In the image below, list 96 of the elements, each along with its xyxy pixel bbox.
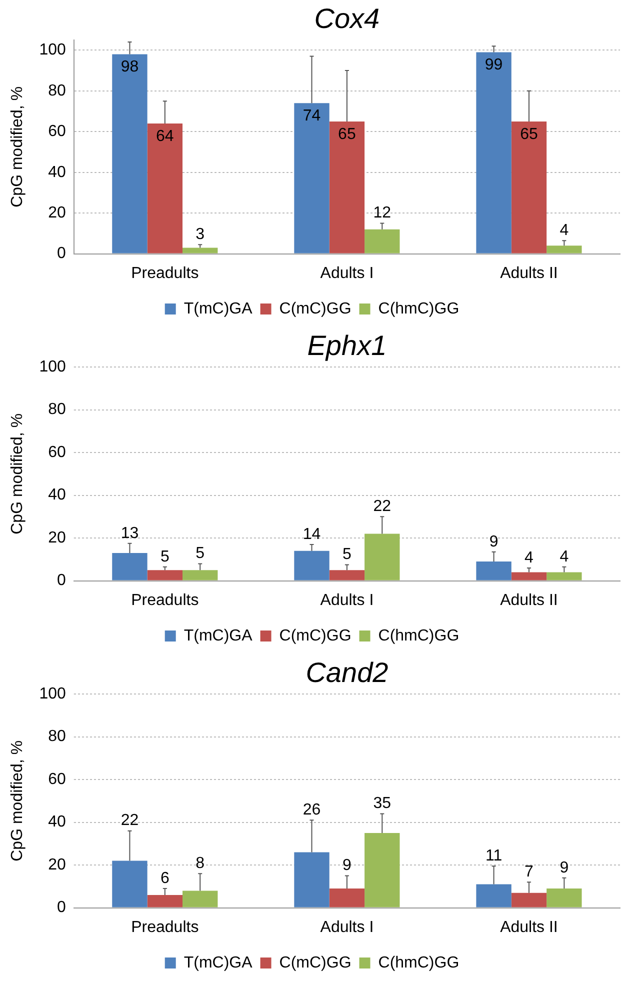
bar [294,550,330,580]
data-label: 6 [160,870,170,887]
y-tick-label: 0 [56,899,66,916]
y-tick-label: 60 [48,444,66,461]
x-tick-label: Preadults [131,918,199,936]
legend-label: C(mC)GG [279,954,352,972]
bar [511,572,547,580]
bar [546,572,582,580]
bar [182,890,218,908]
data-label: 35 [373,795,392,812]
data-label: 3 [196,226,205,244]
bar [294,852,330,908]
data-label: 8 [196,855,205,872]
data-label: 4 [560,222,569,239]
y-tick-label: 80 [48,728,66,746]
y-tick-label: 80 [48,82,66,100]
bar [294,103,330,254]
y-tick-label: 40 [48,486,66,504]
y-tick-label: 60 [48,123,66,140]
legend-label: C(mC)GG [279,627,352,644]
bar [511,121,547,254]
y-tick-label: 100 [39,42,66,59]
data-label: 22 [373,498,392,516]
legend-label: T(mC)GA [184,300,253,318]
data-label: 14 [302,526,321,543]
data-label: 5 [160,548,170,566]
bar [147,570,183,580]
x-tick-label: Preadults [131,264,199,282]
legend-label: T(mC)GA [184,954,253,972]
data-label: 5 [342,546,352,564]
legend-label: T(mC)GA [184,627,253,644]
chart-title: Cand2 [306,656,389,688]
data-label: 74 [302,108,321,125]
data-label: 4 [524,549,534,566]
y-axis-title: CpG modified, % [9,740,26,862]
legend-label: C(hmC)GG [378,627,460,644]
bar [182,248,218,254]
chart-title: Ephx1 [307,330,387,361]
y-tick-label: 20 [48,529,66,546]
bar [112,553,148,580]
data-label: 7 [524,864,534,881]
data-label: 64 [156,128,174,145]
chart-title: Cox4 [314,2,380,34]
data-label: 22 [120,812,139,830]
legend-label: C(mC)GG [279,300,352,318]
y-tick-label: 0 [56,245,66,262]
bar [112,54,148,254]
bar [364,534,400,580]
y-tick-label: 20 [48,856,66,874]
bar [147,894,183,908]
data-label: 26 [302,802,321,819]
data-label: 99 [484,56,503,74]
x-tick-label: Adults I [320,918,374,936]
data-label: 11 [485,848,502,865]
bar [329,570,365,580]
data-label: 13 [120,524,139,542]
x-tick-label: Adults I [320,592,374,609]
y-tick-label: 40 [48,814,66,831]
data-label: 9 [489,533,498,550]
bar [182,570,218,580]
data-label: 65 [338,126,356,143]
bar [511,892,547,908]
bar [112,860,148,908]
x-tick-label: Adults II [500,918,558,936]
data-label: 5 [196,545,205,562]
x-tick-label: Adults I [320,264,374,282]
x-tick-label: Adults II [500,264,558,282]
y-tick-label: 40 [48,164,66,181]
bar [476,52,512,254]
data-label: 12 [373,204,392,222]
y-tick-label: 60 [48,770,66,788]
bar [364,229,400,254]
data-label: 9 [560,859,569,876]
y-axis-title: CpG modified, % [9,413,26,534]
y-tick-label: 80 [48,401,66,418]
bar [329,121,365,254]
legend-label: C(hmC)GG [378,300,460,318]
bar [546,246,582,254]
data-label: 65 [520,126,538,143]
y-tick-label: 20 [48,204,66,222]
y-axis-title: CpG modified, % [9,86,26,208]
bar [546,888,582,908]
data-label: 4 [560,548,569,566]
y-tick-label: 100 [39,358,66,376]
x-tick-label: Adults II [500,592,558,609]
legend-label: C(hmC)GG [378,954,460,972]
bar [476,562,512,580]
bar [329,888,365,908]
data-label: 9 [342,857,352,874]
x-tick-label: Preadults [131,592,199,609]
y-tick-label: 100 [39,685,66,702]
bar [364,832,400,908]
data-label: 98 [120,58,139,76]
bar [476,884,512,908]
y-tick-label: 0 [56,572,66,590]
bar [147,123,183,254]
